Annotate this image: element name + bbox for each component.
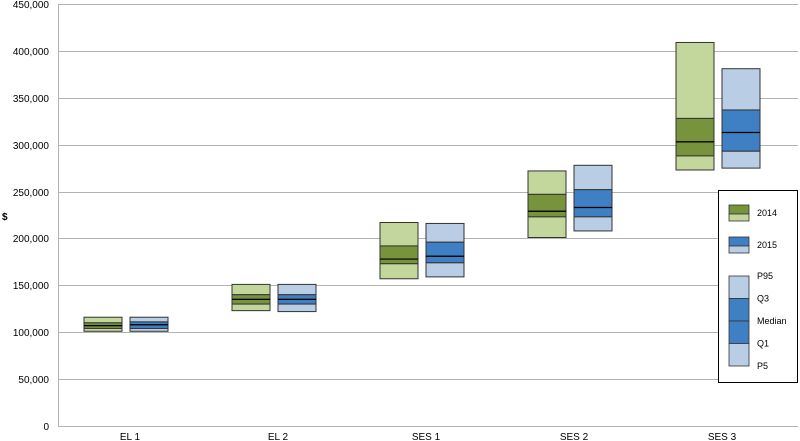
box-q3-median-segment: [277, 294, 317, 300]
box-p95-q3-segment: [379, 222, 419, 247]
x-tick-label: EL 2: [268, 432, 289, 441]
box-q3-median-segment: [425, 241, 465, 257]
legend-stat-label: Q3: [757, 294, 769, 304]
legend-swatch-light: [728, 245, 750, 254]
box-median-q1-segment: [675, 141, 715, 157]
axes: 0 50,000 100,000 150,000 200,000 250,000 300,0…: [13, 0, 737, 441]
box-q1-p5-segment: [83, 327, 123, 332]
box-median-q1-segment: [277, 298, 317, 305]
box-q1-p5-segment: [129, 327, 169, 332]
legend-swatch-dark: [728, 204, 750, 215]
legend-swatch-light: [728, 213, 750, 222]
y-tick-label: 400,000: [13, 47, 50, 58]
legend-swatch-dark: [728, 236, 750, 247]
legend-series-label: 2015: [757, 240, 777, 250]
x-tick-label: SES 2: [560, 432, 589, 441]
box-p95-q3-segment: [573, 164, 613, 191]
box-q1-p5-segment: [527, 216, 567, 239]
box-q3-median-segment: [721, 109, 761, 133]
x-tick-label: SES 1: [412, 432, 441, 441]
box-q3-median-segment: [573, 189, 613, 208]
legend: 2014 2015 P95 Q3 Median Q1 P5: [718, 190, 798, 383]
box-q3-median-segment: [379, 245, 419, 260]
y-tick-label: 50,000: [18, 375, 49, 386]
y-tick-label: 350,000: [13, 94, 50, 105]
y-tick-label: 250,000: [13, 188, 50, 199]
box-p95-q3-segment: [83, 316, 123, 324]
legend-stat-label: Q1: [757, 339, 769, 349]
box-q1-p5-segment: [425, 262, 465, 278]
box-q1-p5-segment: [721, 150, 761, 169]
y-tick-label: 300,000: [13, 141, 50, 152]
box-q1-p5-segment: [675, 155, 715, 171]
box-q1-p5-segment: [573, 216, 613, 232]
legend-stat-label: P5: [757, 361, 768, 371]
box-p95-q3-segment: [527, 170, 567, 195]
y-axis-label: $: [2, 212, 8, 223]
box-q1-p5-segment: [379, 263, 419, 280]
box-median-q1-segment: [379, 258, 419, 265]
box-p95-q3-segment: [425, 222, 465, 243]
box-q1-p5-segment: [277, 303, 317, 313]
box-median-q1-segment: [573, 206, 613, 218]
legend-stat-key-segment: [728, 298, 750, 322]
x-tick-label: EL 1: [120, 432, 141, 441]
x-tick-label: SES 3: [708, 432, 737, 441]
box-median-q1-segment: [527, 210, 567, 218]
legend-stat-label: Median: [757, 316, 787, 326]
box-q1-p5-segment: [231, 303, 271, 312]
box-median-q1-segment: [721, 131, 761, 152]
legend-stat-key-segment: [728, 320, 750, 344]
y-tick-label: 450,000: [13, 0, 50, 11]
box-q3-median-segment: [527, 193, 567, 212]
legend-stat-key-segment: [728, 275, 750, 299]
box-p95-q3-segment: [129, 316, 169, 323]
y-tick-label: 100,000: [13, 328, 50, 339]
legend-stat-label: P95: [757, 271, 773, 281]
box-median-q1-segment: [231, 298, 271, 305]
y-tick-label: 200,000: [13, 234, 50, 245]
box-q3-median-segment: [231, 294, 271, 300]
y-tick-label: 150,000: [13, 281, 50, 292]
box-q3-median-segment: [675, 117, 715, 143]
box-p95-q3-segment: [721, 68, 761, 111]
legend-stat-key-segment: [728, 343, 750, 367]
box-median-q1-segment: [425, 255, 465, 264]
y-tick-label: 0: [43, 422, 49, 433]
box-p95-q3-segment: [231, 283, 271, 296]
box-p95-q3-segment: [277, 283, 317, 296]
box-series: [83, 41, 761, 332]
box-p95-q3-segment: [675, 41, 715, 119]
legend-series-label: 2014: [757, 208, 777, 218]
